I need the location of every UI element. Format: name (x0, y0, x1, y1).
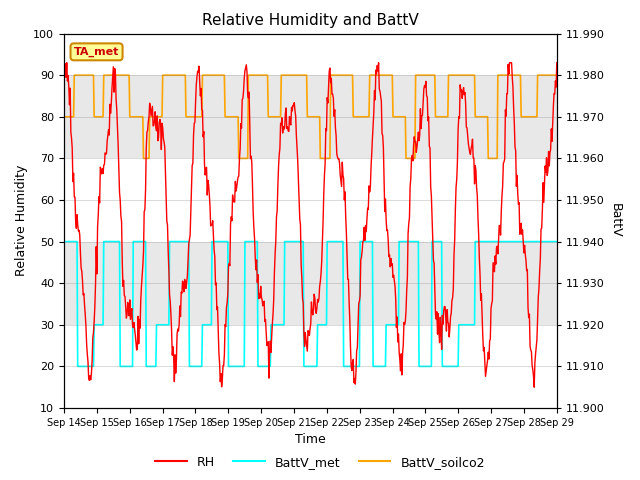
Bar (64, 158, 557, 241)
Y-axis label: Relative Humidity: Relative Humidity (15, 165, 28, 276)
Bar (64, 325, 557, 408)
X-axis label: Time: Time (295, 433, 326, 446)
Text: TA_met: TA_met (74, 47, 119, 57)
Bar (64, 34, 557, 75)
Title: Relative Humidity and BattV: Relative Humidity and BattV (202, 13, 419, 28)
Y-axis label: BattV: BattV (609, 204, 621, 238)
Legend: RH, BattV_met, BattV_soilco2: RH, BattV_met, BattV_soilco2 (150, 451, 490, 474)
